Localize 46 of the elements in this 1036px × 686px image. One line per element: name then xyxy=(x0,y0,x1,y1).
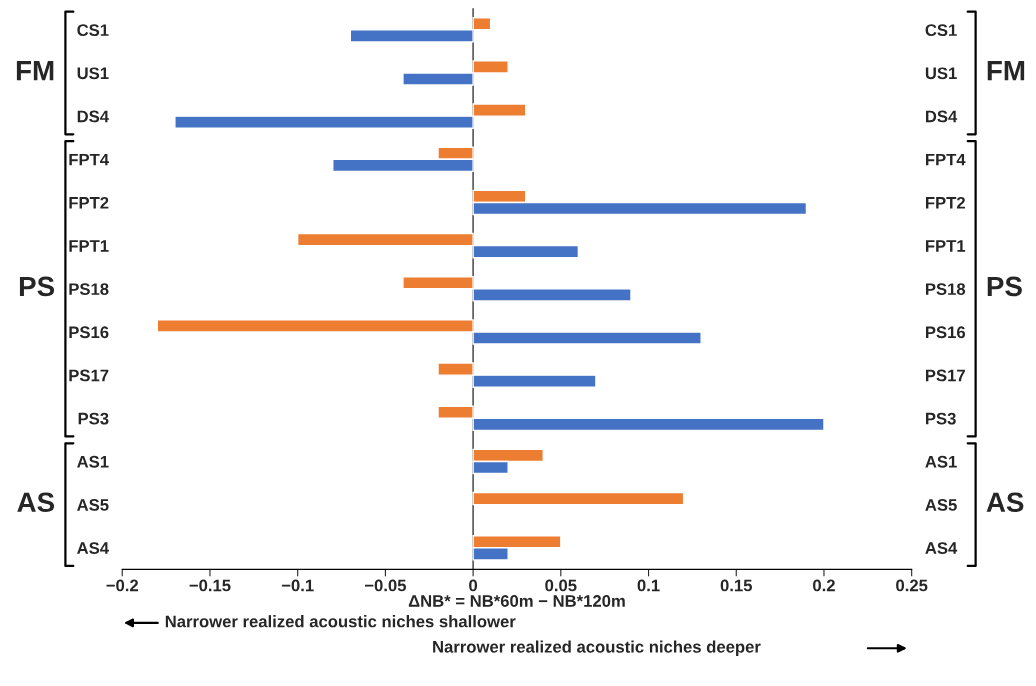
category-label: AS5 xyxy=(925,499,957,511)
x-tick-label: −0.15 xyxy=(189,579,231,592)
x-tick-label: 0.25 xyxy=(896,579,928,592)
category-label: FPT2 xyxy=(925,196,965,209)
category-label: PS18 xyxy=(925,283,966,296)
y-tick-label: US1 xyxy=(77,67,109,80)
bar xyxy=(472,491,685,506)
category-label: FPT1 xyxy=(925,240,966,252)
text: FM xyxy=(16,61,54,81)
category-label: DS4 xyxy=(925,110,958,123)
y-tick-label: DS4 xyxy=(77,110,109,123)
y-tick-label: PS16 xyxy=(69,326,109,339)
y-tick-label: AS4 xyxy=(77,542,109,554)
text: AS xyxy=(17,492,55,513)
text: PS xyxy=(987,276,1022,297)
x-tick-label: 0.1 xyxy=(637,579,660,592)
y-tick-label: AS1 xyxy=(77,455,109,468)
text: FM xyxy=(987,61,1025,81)
x-tick-label: −0.1 xyxy=(281,579,314,592)
y-tick-label: PS3 xyxy=(78,412,109,425)
category-label: FPT4 xyxy=(925,153,966,166)
category-label: AS4 xyxy=(925,542,958,554)
y-tick-label: PS17 xyxy=(69,369,109,382)
category-label: US1 xyxy=(925,67,957,80)
x-tick-label: −0.05 xyxy=(365,579,407,592)
y-tick-label: FPT2 xyxy=(69,196,109,209)
category-label: CS1 xyxy=(925,24,957,37)
y-tick-label: FPT1 xyxy=(69,240,109,252)
category-label: PS3 xyxy=(925,412,956,425)
y-tick-label: CS1 xyxy=(77,24,109,37)
category-label: AS1 xyxy=(925,455,957,468)
x-tick-label: −0.2 xyxy=(106,579,139,592)
y-tick-label: FPT4 xyxy=(69,153,109,166)
x-tick-label: 0 xyxy=(469,579,478,592)
x-tick-label: 0.15 xyxy=(720,579,753,592)
y-tick-label: PS18 xyxy=(69,283,109,296)
text: Narrower realized acoustic niches deeper xyxy=(433,640,761,657)
x-tick-label: 0.05 xyxy=(545,579,577,592)
category-label: PS17 xyxy=(925,369,965,382)
x-tick-label: 0.2 xyxy=(813,579,835,592)
text: AS xyxy=(986,492,1024,513)
text: PS xyxy=(19,276,55,297)
text: Narrower realized acoustic niches shallower xyxy=(165,615,516,628)
category-label: PS16 xyxy=(925,326,966,339)
y-tick-label: AS5 xyxy=(77,499,109,511)
x-axis-title: ΔNB* = NB*60m − NB*120m xyxy=(408,595,625,607)
